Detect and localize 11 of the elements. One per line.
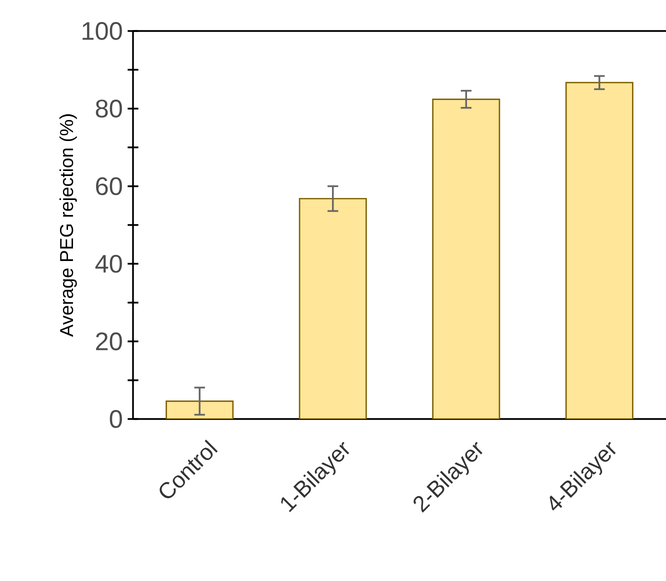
y-tick-label: 80 xyxy=(96,100,122,118)
y-tick-label: 40 xyxy=(95,254,122,273)
y-tick-label: 100 xyxy=(82,22,122,40)
bar xyxy=(432,98,500,419)
y-tick-label: 0 xyxy=(110,410,122,428)
y-tick-label: 20 xyxy=(96,332,122,350)
y-tick-label: 60 xyxy=(96,177,122,196)
bar xyxy=(565,82,634,419)
y-axis-title: Average PEG rejection (%) xyxy=(59,114,77,337)
bar xyxy=(298,198,367,419)
bar xyxy=(166,400,234,419)
